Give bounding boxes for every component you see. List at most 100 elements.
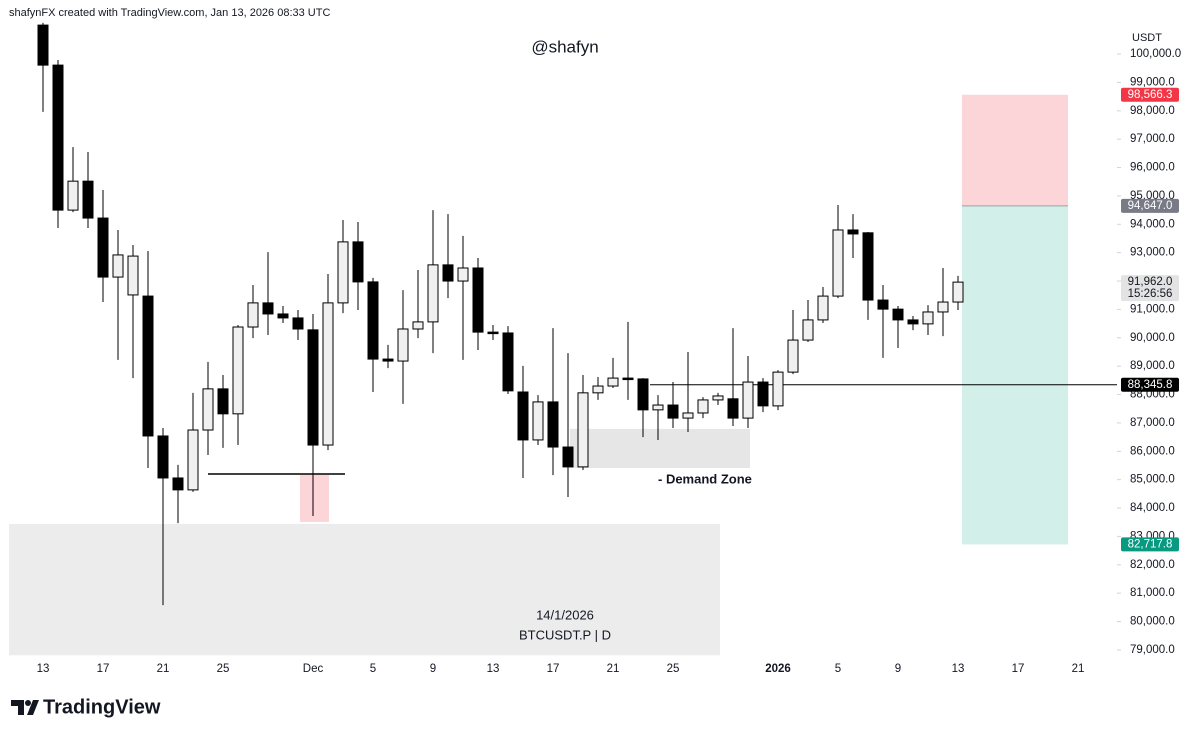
candle-body bbox=[67, 180, 79, 211]
x-tick-label: 5 bbox=[370, 663, 376, 675]
x-tick-label: 9 bbox=[430, 663, 436, 675]
candle-body bbox=[352, 241, 364, 283]
candle-body bbox=[202, 388, 214, 431]
x-tick-label: 2026 bbox=[765, 663, 791, 675]
candle-body bbox=[82, 180, 94, 219]
candle-body bbox=[697, 399, 709, 414]
header: shafynFX created with TradingView.com, J… bbox=[9, 7, 330, 19]
price-badge bbox=[1121, 275, 1179, 302]
x-tick-label: 13 bbox=[37, 663, 50, 675]
price-badge bbox=[1121, 198, 1179, 213]
candle-body bbox=[112, 254, 124, 278]
y-tick-label: 96,000.0 bbox=[1130, 162, 1175, 174]
candle-body bbox=[472, 267, 484, 333]
price-badge bbox=[1121, 537, 1179, 552]
y-tick-label: 82,000.0 bbox=[1130, 559, 1175, 571]
price-badge-label: 82,717.8 bbox=[1128, 538, 1173, 550]
zone bbox=[570, 428, 750, 469]
candle-body bbox=[382, 358, 394, 362]
x-tick-label: 17 bbox=[1012, 663, 1025, 675]
x-tick-label: 17 bbox=[547, 663, 560, 675]
candle-body bbox=[322, 302, 334, 446]
y-tick-label: 99,000.0 bbox=[1130, 76, 1175, 88]
candle-body bbox=[877, 299, 889, 310]
y-tick-label: 80,000.0 bbox=[1130, 616, 1175, 628]
candle-body bbox=[802, 319, 814, 341]
brand-logo bbox=[11, 700, 39, 715]
candle-body bbox=[262, 302, 274, 315]
candle-body bbox=[757, 381, 769, 407]
candle-body bbox=[187, 429, 199, 491]
candle-body bbox=[217, 388, 229, 415]
y-tick-label: 84,000.0 bbox=[1130, 502, 1175, 514]
candle-body bbox=[292, 317, 304, 330]
profit-box bbox=[962, 205, 1068, 545]
candle-body bbox=[952, 281, 964, 303]
y-tick-label: 93,000.0 bbox=[1130, 247, 1175, 259]
countdown: 15:26:56 bbox=[1128, 288, 1173, 300]
x-tick-label: 9 bbox=[895, 663, 901, 675]
candle-body bbox=[712, 395, 724, 401]
price-badge bbox=[1121, 377, 1179, 392]
candle-body bbox=[577, 392, 589, 468]
y-tick-label: 98,000.0 bbox=[1130, 105, 1175, 117]
y-tick-label: 97,000.0 bbox=[1130, 133, 1175, 145]
candle-body bbox=[487, 331, 499, 335]
x-tick-label: 5 bbox=[835, 663, 841, 675]
candle-body bbox=[892, 308, 904, 321]
candle-body bbox=[517, 391, 529, 441]
y-tick-label: 85,000.0 bbox=[1130, 474, 1175, 486]
annotation: - Demand Zone bbox=[658, 471, 752, 486]
candle-body bbox=[142, 295, 154, 437]
candle-body bbox=[607, 377, 619, 387]
y-tick-label: 79,000.0 bbox=[1130, 644, 1175, 656]
candle-body bbox=[547, 401, 559, 448]
candle-body bbox=[172, 477, 184, 491]
price-badge bbox=[1121, 87, 1179, 102]
candle-body bbox=[397, 328, 409, 362]
candle-body bbox=[592, 385, 604, 394]
price-badge-label: 98,566.3 bbox=[1128, 89, 1173, 101]
candle-body bbox=[817, 295, 829, 321]
candle-body bbox=[532, 401, 544, 441]
candle-body bbox=[637, 378, 649, 411]
candle-body bbox=[937, 301, 949, 313]
candle-body bbox=[367, 281, 379, 360]
candle-body bbox=[277, 313, 289, 319]
price-badge-label: 91,962.0 bbox=[1128, 276, 1173, 288]
x-tick-label: 25 bbox=[667, 663, 680, 675]
x-tick-label: 21 bbox=[607, 663, 620, 675]
candle-body bbox=[97, 217, 109, 278]
candle-body bbox=[742, 381, 754, 419]
x-tick-label: 17 bbox=[97, 663, 110, 675]
candle-body bbox=[457, 267, 469, 282]
x-tick-label: 21 bbox=[1072, 663, 1085, 675]
candle-body bbox=[442, 264, 454, 282]
candle-body bbox=[37, 24, 49, 66]
price-badge-label: 88,345.8 bbox=[1128, 379, 1173, 391]
y-tick-label: 91,000.0 bbox=[1130, 303, 1175, 315]
candle-body bbox=[412, 321, 424, 330]
loss-box bbox=[962, 94, 1068, 206]
candle-body bbox=[127, 255, 139, 296]
x-tick-label: 25 bbox=[217, 663, 230, 675]
y-tick-label: 81,000.0 bbox=[1130, 587, 1175, 599]
zone bbox=[9, 523, 720, 656]
watermark: @shafyn bbox=[531, 37, 598, 56]
candle-body bbox=[622, 377, 634, 381]
candle-body bbox=[232, 326, 244, 415]
x-tick-label: 13 bbox=[487, 663, 500, 675]
candle-body bbox=[787, 339, 799, 373]
symbol-date: 14/1/2026 bbox=[536, 607, 594, 622]
candle-body bbox=[247, 302, 259, 328]
candle-body bbox=[157, 435, 169, 479]
currency: USDT bbox=[1132, 32, 1162, 44]
y-tick-label: 89,000.0 bbox=[1130, 360, 1175, 372]
candle-body bbox=[337, 241, 349, 304]
candle-body bbox=[652, 404, 664, 411]
y-tick-label: 87,000.0 bbox=[1130, 417, 1175, 429]
candle-body bbox=[307, 329, 319, 446]
candle-body bbox=[682, 412, 694, 419]
candle-body bbox=[562, 446, 574, 468]
